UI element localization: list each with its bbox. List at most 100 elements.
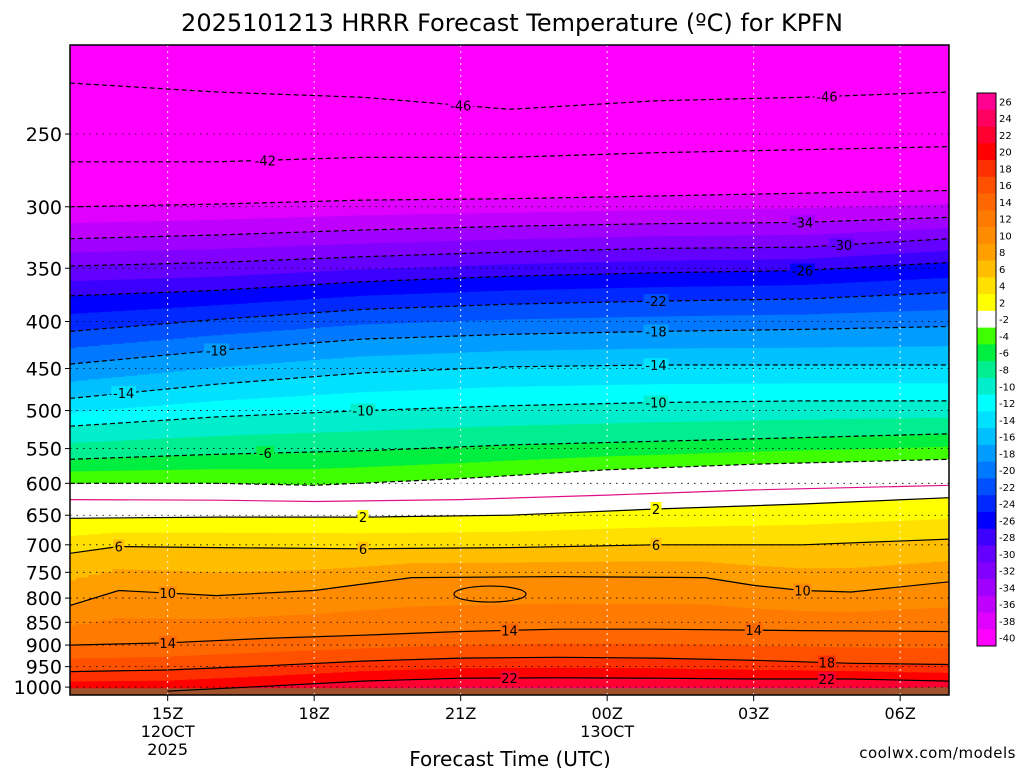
temperature-band [381, 499, 395, 505]
temperature-band [186, 79, 199, 86]
temperature-band [222, 465, 236, 470]
temperature-band [369, 634, 382, 639]
temperature-band [356, 243, 370, 248]
temperature-band [320, 58, 334, 66]
temperature-band [295, 517, 309, 522]
temperature-band [112, 229, 126, 235]
temperature-band [76, 277, 89, 282]
temperature-band [210, 543, 224, 549]
temperature-band [100, 237, 114, 242]
temperature-band [417, 664, 431, 668]
temperature-band [356, 269, 370, 274]
temperature-band [100, 681, 114, 685]
temperature-band [295, 525, 309, 530]
temperature-band [186, 299, 199, 304]
temperature-band [210, 647, 224, 652]
temperature-band [198, 472, 211, 477]
temperature-band [271, 253, 285, 258]
temperature-band [332, 219, 346, 225]
temperature-band [405, 168, 419, 175]
temperature-band [234, 666, 248, 670]
temperature-band [405, 626, 419, 634]
temperature-band [124, 467, 138, 472]
temperature-band [320, 460, 334, 465]
temperature-band [149, 364, 163, 370]
temperature-band [442, 266, 456, 271]
temperature-band [283, 362, 297, 367]
temperature-band [210, 601, 224, 608]
temperature-band [271, 457, 285, 462]
temperature-band [332, 96, 346, 106]
temperature-band [320, 525, 334, 530]
temperature-band [100, 518, 114, 523]
temperature-band [430, 82, 443, 91]
temperature-band [149, 292, 163, 298]
temperature-band [320, 412, 334, 418]
temperature-band [88, 321, 102, 326]
temperature-band [149, 439, 163, 444]
temperature-band [149, 209, 163, 214]
temperature-band [356, 487, 370, 493]
temperature-band [161, 228, 175, 233]
temperature-band [124, 189, 138, 196]
temperature-band [332, 529, 346, 534]
temperature-band [137, 349, 150, 355]
temperature-band [173, 536, 187, 541]
temperature-band [173, 442, 187, 448]
temperature-band [149, 243, 163, 248]
temperature-band [149, 631, 163, 638]
temperature-band [100, 583, 114, 590]
temperature-band [454, 240, 468, 245]
temperature-band [405, 242, 419, 247]
temperature-band [222, 383, 236, 389]
temperature-band [124, 563, 138, 571]
temperature-band [222, 230, 236, 236]
temperature-band [283, 576, 297, 582]
temperature-band [173, 267, 187, 272]
temperature-band [405, 570, 419, 575]
temperature-band [405, 137, 419, 145]
temperature-band [271, 501, 285, 506]
temperature-band [210, 327, 224, 332]
temperature-band [442, 257, 456, 261]
temperature-band [295, 279, 309, 283]
temperature-band [442, 412, 456, 419]
temperature-band [454, 515, 468, 521]
temperature-band [271, 465, 285, 470]
temperature-band [369, 239, 382, 244]
temperature-band [393, 457, 407, 463]
temperature-band [308, 683, 321, 686]
temperature-band [320, 327, 334, 332]
temperature-band [454, 605, 468, 613]
temperature-band [417, 184, 431, 190]
temperature-band [161, 459, 175, 464]
temperature-band [234, 472, 248, 478]
temperature-band [100, 210, 114, 215]
temperature-band [356, 343, 370, 349]
temperature-band [88, 668, 102, 672]
temperature-band [186, 266, 199, 271]
temperature-band [442, 168, 456, 175]
temperature-band [332, 333, 346, 338]
temperature-band [320, 45, 334, 53]
temperature-band [112, 178, 126, 185]
temperature-band [149, 509, 163, 515]
temperature-band [137, 558, 150, 565]
temperature-band [247, 288, 260, 293]
temperature-band [308, 128, 321, 137]
temperature-band [112, 457, 126, 462]
temperature-band [124, 116, 138, 127]
temperature-band [393, 400, 407, 406]
temperature-band [393, 404, 407, 410]
temperature-band [222, 57, 236, 65]
temperature-band [173, 517, 187, 522]
temperature-band [247, 492, 260, 498]
temperature-band [137, 50, 150, 57]
temperature-band [112, 279, 126, 284]
temperature-band [137, 305, 150, 311]
temperature-band [70, 501, 77, 507]
temperature-band [137, 268, 150, 273]
temperature-band [405, 473, 419, 478]
temperature-band [112, 445, 126, 450]
temperature-band [344, 157, 358, 164]
